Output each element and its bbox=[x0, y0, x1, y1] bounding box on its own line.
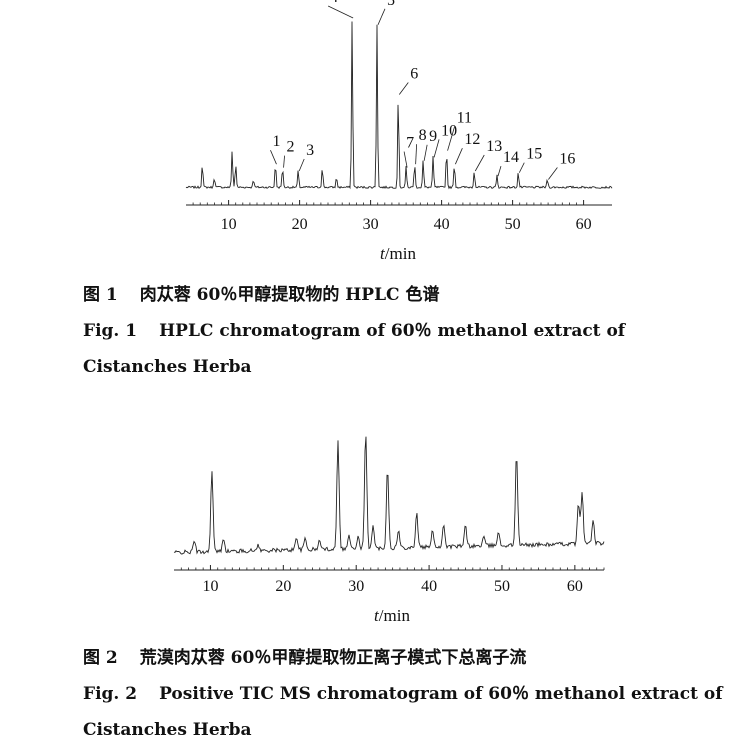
chart2-series-line bbox=[173, 436, 605, 555]
peak-label: 7 bbox=[406, 135, 414, 152]
chart1-x-axis-title: t/min bbox=[380, 244, 416, 263]
peak-label: 13 bbox=[486, 138, 502, 155]
tic-ms-chromatogram: 10 20 30 40 50 60 t/min bbox=[173, 436, 605, 625]
peak-label: 8 bbox=[419, 127, 427, 144]
chart2-tick-label: 40 bbox=[421, 578, 437, 595]
chart1-peak-labels: 12345678910111213141516 bbox=[270, 0, 575, 180]
peak-label: 12 bbox=[464, 131, 480, 148]
chart1-tick-label: 20 bbox=[292, 216, 308, 233]
chart1-trace bbox=[185, 21, 613, 190]
peak-leader bbox=[455, 148, 463, 165]
peak-label: 2 bbox=[287, 139, 295, 156]
peak-leader bbox=[518, 162, 525, 173]
figure-2-caption-cn: 图 2 荒漠肉苁蓉 60％甲醇提取物正离子模式下总离子流 bbox=[83, 640, 723, 676]
chart1-tick-label: 60 bbox=[576, 216, 592, 233]
chart1-series-line bbox=[185, 21, 613, 190]
peak-leader bbox=[548, 167, 558, 180]
figure-2-caption-en: Fig. 2 Positive TIC MS chromatogram of 60… bbox=[83, 676, 723, 748]
peak-label: 15 bbox=[526, 146, 542, 163]
figure-1-caption-en: Fig. 1 HPLC chromatogram of 60％ methanol … bbox=[83, 313, 723, 385]
figure-1-caption-cn: 图 1 肉苁蓉 60％甲醇提取物的 HPLC 色谱 bbox=[83, 277, 723, 313]
figure-2-title-en: Positive TIC MS chromatogram of 60％ meth… bbox=[83, 684, 723, 740]
chart1-tick-label: 10 bbox=[221, 216, 237, 233]
chart1-tick-label: 40 bbox=[434, 216, 450, 233]
peak-leader bbox=[398, 82, 409, 95]
figure-1-title-en: HPLC chromatogram of 60％ methanol extrac… bbox=[83, 321, 626, 377]
figure-1-title-cn: 肉苁蓉 60％甲醇提取物的 HPLC 色谱 bbox=[139, 285, 440, 305]
peak-leader bbox=[415, 144, 418, 165]
peak-label: 4 bbox=[330, 0, 338, 6]
peak-label: 1 bbox=[272, 133, 280, 150]
peak-label: 11 bbox=[457, 110, 472, 127]
peak-leader bbox=[377, 8, 386, 25]
chart2-tick-label: 20 bbox=[275, 578, 291, 595]
peak-label: 16 bbox=[559, 151, 575, 168]
peak-leader bbox=[283, 155, 285, 168]
chart2-x-axis-title: t/min bbox=[374, 606, 410, 625]
peak-leader bbox=[298, 158, 305, 172]
chart2-tick-label: 60 bbox=[567, 578, 583, 595]
peak-leader bbox=[497, 165, 502, 177]
chart2-tick-label: 10 bbox=[202, 578, 218, 595]
peak-label: 6 bbox=[410, 66, 418, 83]
peak-leader bbox=[403, 151, 408, 168]
figure-2-title-cn: 荒漠肉苁蓉 60％甲醇提取物正离子模式下总离子流 bbox=[139, 648, 527, 668]
peak-label: 10 bbox=[441, 122, 457, 139]
chart2-tick-label: 30 bbox=[348, 578, 364, 595]
peak-label: 5 bbox=[387, 0, 395, 9]
chart2-tick-label: 50 bbox=[494, 578, 510, 595]
peak-label: 14 bbox=[503, 149, 519, 166]
figure-1-number-cn: 图 1 bbox=[83, 285, 118, 305]
chart1-tick-label: 30 bbox=[363, 216, 379, 233]
chart1-tick-label: 50 bbox=[505, 216, 521, 233]
peak-label: 9 bbox=[429, 128, 437, 145]
chart1-x-axis: 10 20 30 40 50 60 bbox=[186, 200, 612, 233]
peak-label: 3 bbox=[306, 142, 314, 159]
peak-leader bbox=[327, 5, 354, 19]
peak-leader bbox=[474, 154, 485, 172]
peak-leader bbox=[270, 150, 277, 165]
chart2-trace bbox=[173, 436, 605, 555]
figure-2-number-en: Fig. 2 bbox=[83, 684, 138, 704]
peak-leader bbox=[447, 126, 455, 151]
peak-leader bbox=[433, 139, 440, 158]
figure-2-number-cn: 图 2 bbox=[83, 648, 118, 668]
peak-leader bbox=[423, 144, 428, 161]
figure-1-number-en: Fig. 1 bbox=[83, 321, 138, 341]
chart2-x-axis: 10 20 30 40 50 60 bbox=[174, 565, 605, 595]
